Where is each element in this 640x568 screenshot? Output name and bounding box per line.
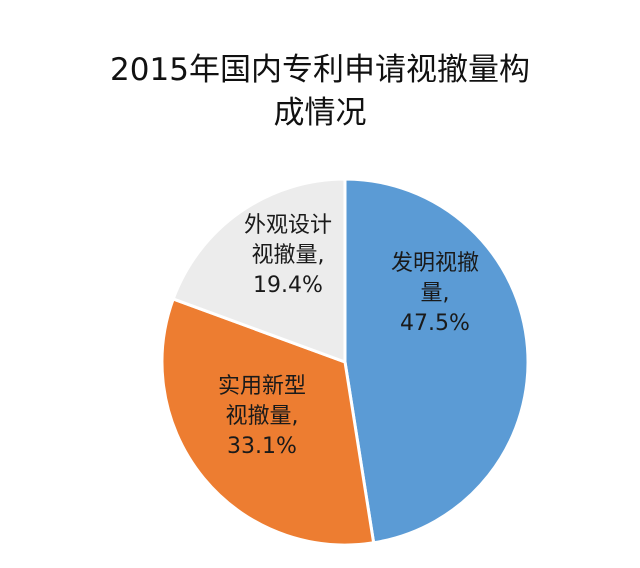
slice-label-1-line-2: 33.1% [227, 434, 297, 459]
slice-label-0: 发明视撤量, 47.5% [391, 251, 479, 336]
pie-slice-0 [343, 177, 530, 545]
pie-slice-1 [160, 297, 376, 547]
slice-label-1-line-0: 实用新型 [218, 374, 306, 399]
chart-title-line-0: 2015年国内专利申请视撤量构 [110, 52, 530, 88]
slice-label-0-line-0: 发明视撤 [391, 251, 479, 276]
slice-label-2-line-1: 视撤量, [252, 243, 325, 268]
slice-label-2-line-0: 外观设计 [244, 213, 332, 238]
slice-label-0-line-2: 47.5% [400, 311, 470, 336]
slice-label-1-line-1: 视撤量, [226, 404, 299, 429]
slice-label-1: 实用新型视撤量, 33.1% [218, 374, 306, 459]
pie-slice-2 [171, 177, 347, 364]
chart-title-line-1: 成情况 [274, 95, 367, 131]
slice-labels: 发明视撤量, 47.5%实用新型视撤量, 33.1%外观设计视撤量, 19.4% [218, 213, 479, 459]
pie-slices [160, 177, 530, 547]
slice-label-0-line-1: 量, [421, 281, 450, 306]
slice-label-2: 外观设计视撤量, 19.4% [244, 213, 332, 298]
slice-label-2-line-2: 19.4% [253, 273, 323, 298]
